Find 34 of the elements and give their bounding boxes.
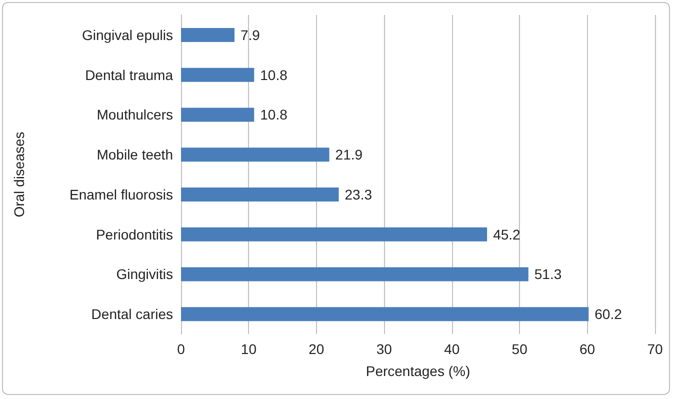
y-tick-label: Enamel fluorosis (70, 186, 173, 202)
y-axis-title: Oral diseases (11, 132, 27, 218)
x-tick-label: 60 (579, 341, 596, 357)
x-tick-label: 70 (647, 341, 663, 357)
x-tick-label: 40 (444, 341, 460, 357)
bar (181, 148, 330, 162)
y-tick-label: Gingivitis (116, 266, 173, 282)
bar (181, 68, 254, 82)
x-axis-title: Percentages (%) (366, 363, 470, 379)
data-label: 10.8 (260, 106, 288, 123)
x-tick-label: 20 (308, 341, 324, 357)
data-label: 60.2 (594, 306, 622, 322)
x-tick-label: 10 (240, 341, 257, 357)
x-tick-label: 0 (177, 341, 186, 357)
x-tick-label: 30 (376, 341, 392, 357)
bar (181, 108, 254, 122)
data-label: 23.3 (344, 186, 372, 202)
y-tick-label: Dental trauma (85, 66, 174, 83)
y-tick-label: Mouthulcers (96, 106, 173, 123)
data-label: 51.3 (534, 266, 562, 282)
bar (181, 227, 488, 242)
y-tick-label: Periodontitis (96, 226, 173, 242)
data-label: 7.9 (240, 26, 260, 43)
data-label: 45.2 (493, 226, 521, 242)
y-tick-label: Dental caries (91, 306, 173, 322)
bar (181, 267, 528, 282)
bar (181, 187, 339, 202)
data-label: 10.8 (260, 66, 288, 83)
y-tick-label: Mobile teeth (96, 146, 173, 163)
bar (181, 307, 589, 322)
data-label: 21.9 (335, 146, 363, 163)
x-tick-label: 50 (512, 341, 528, 357)
y-tick-label: Gingival epulis (82, 26, 173, 43)
bar (181, 28, 234, 42)
